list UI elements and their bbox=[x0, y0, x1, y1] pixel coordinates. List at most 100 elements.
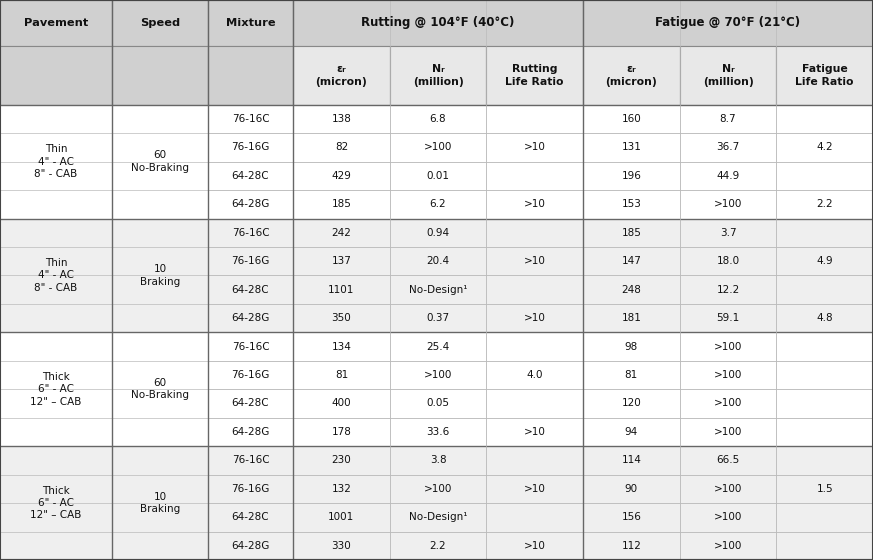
Bar bbox=[0, 446, 113, 560]
Text: 76-16C: 76-16C bbox=[231, 342, 269, 352]
Bar bbox=[208, 218, 293, 247]
Text: 76-16G: 76-16G bbox=[231, 370, 270, 380]
Text: Mixture: Mixture bbox=[225, 18, 275, 28]
Bar bbox=[776, 162, 873, 190]
Bar bbox=[389, 190, 486, 218]
Bar bbox=[680, 361, 776, 389]
Bar bbox=[389, 105, 486, 133]
Bar bbox=[293, 446, 389, 475]
Text: 350: 350 bbox=[332, 313, 351, 323]
Text: 132: 132 bbox=[332, 484, 351, 494]
Bar bbox=[389, 46, 486, 105]
Text: 66.5: 66.5 bbox=[717, 455, 739, 465]
Bar bbox=[208, 503, 293, 531]
Bar bbox=[389, 276, 486, 304]
Text: 400: 400 bbox=[332, 399, 351, 408]
Bar bbox=[389, 361, 486, 389]
Text: No-Design¹: No-Design¹ bbox=[409, 512, 467, 522]
Bar bbox=[389, 247, 486, 276]
Text: >100: >100 bbox=[424, 370, 452, 380]
Text: Thin
4" - AC
8" - CAB: Thin 4" - AC 8" - CAB bbox=[35, 258, 78, 293]
Bar bbox=[776, 247, 873, 276]
Bar bbox=[486, 46, 583, 105]
Text: 4.9: 4.9 bbox=[816, 256, 833, 266]
Bar bbox=[680, 418, 776, 446]
Text: 242: 242 bbox=[332, 228, 351, 238]
Text: εᵣ
(micron): εᵣ (micron) bbox=[315, 64, 368, 87]
Bar bbox=[486, 105, 583, 133]
Bar bbox=[776, 276, 873, 304]
Bar bbox=[208, 333, 293, 361]
Text: 60
No-Braking: 60 No-Braking bbox=[131, 151, 189, 173]
Text: 81: 81 bbox=[625, 370, 638, 380]
Bar bbox=[293, 105, 389, 133]
Bar bbox=[583, 218, 680, 247]
Bar bbox=[293, 361, 389, 389]
Bar bbox=[583, 304, 680, 333]
Text: 60
No-Braking: 60 No-Braking bbox=[131, 378, 189, 400]
Text: 120: 120 bbox=[622, 399, 642, 408]
Text: 76-16G: 76-16G bbox=[231, 256, 270, 266]
Bar bbox=[776, 46, 873, 105]
Text: No-Design¹: No-Design¹ bbox=[409, 284, 467, 295]
Bar bbox=[680, 105, 776, 133]
Bar bbox=[389, 133, 486, 162]
Bar bbox=[486, 446, 583, 475]
Text: 178: 178 bbox=[332, 427, 351, 437]
Text: 76-16C: 76-16C bbox=[231, 114, 269, 124]
Bar bbox=[776, 361, 873, 389]
Bar bbox=[113, 218, 208, 333]
Bar bbox=[293, 162, 389, 190]
Text: Nᵣ
(million): Nᵣ (million) bbox=[413, 64, 464, 87]
Text: >100: >100 bbox=[714, 512, 742, 522]
Text: 6.2: 6.2 bbox=[430, 199, 446, 209]
Text: 81: 81 bbox=[334, 370, 348, 380]
Bar bbox=[680, 162, 776, 190]
Text: Nᵣ
(million): Nᵣ (million) bbox=[703, 64, 753, 87]
Text: 1.5: 1.5 bbox=[816, 484, 833, 494]
Text: 76-16G: 76-16G bbox=[231, 142, 270, 152]
Bar bbox=[486, 418, 583, 446]
Bar bbox=[776, 133, 873, 162]
Text: 4.8: 4.8 bbox=[816, 313, 833, 323]
Text: 0.01: 0.01 bbox=[427, 171, 450, 181]
Text: Thick
6" - AC
12" – CAB: Thick 6" - AC 12" – CAB bbox=[31, 372, 82, 407]
Bar bbox=[583, 247, 680, 276]
Text: 90: 90 bbox=[625, 484, 638, 494]
Text: 64-28C: 64-28C bbox=[231, 171, 269, 181]
Text: >100: >100 bbox=[714, 199, 742, 209]
Text: >100: >100 bbox=[714, 370, 742, 380]
Text: Rutting @ 104°F (40°C): Rutting @ 104°F (40°C) bbox=[361, 16, 515, 30]
Text: >10: >10 bbox=[524, 484, 546, 494]
Bar bbox=[583, 361, 680, 389]
Text: >10: >10 bbox=[524, 541, 546, 551]
Text: 64-28C: 64-28C bbox=[231, 399, 269, 408]
Bar bbox=[389, 446, 486, 475]
Text: 248: 248 bbox=[622, 284, 642, 295]
Bar bbox=[208, 304, 293, 333]
Text: 20.4: 20.4 bbox=[427, 256, 450, 266]
Bar bbox=[583, 333, 680, 361]
Text: 196: 196 bbox=[622, 171, 642, 181]
Text: 1101: 1101 bbox=[328, 284, 354, 295]
Bar bbox=[486, 333, 583, 361]
Bar bbox=[486, 304, 583, 333]
Text: 114: 114 bbox=[622, 455, 642, 465]
Bar bbox=[0, 333, 113, 446]
Bar bbox=[486, 276, 583, 304]
Bar bbox=[0, 218, 113, 333]
Text: 0.94: 0.94 bbox=[427, 228, 450, 238]
Bar bbox=[486, 218, 583, 247]
Text: 147: 147 bbox=[622, 256, 642, 266]
Text: 0.05: 0.05 bbox=[427, 399, 450, 408]
Bar bbox=[0, 0, 113, 46]
Bar bbox=[0, 46, 113, 105]
Bar bbox=[208, 276, 293, 304]
Bar bbox=[776, 446, 873, 475]
Text: Rutting
Life Ratio: Rutting Life Ratio bbox=[505, 64, 564, 87]
Text: 138: 138 bbox=[332, 114, 351, 124]
Bar bbox=[208, 247, 293, 276]
Text: 0.37: 0.37 bbox=[427, 313, 450, 323]
Bar bbox=[583, 503, 680, 531]
Text: >100: >100 bbox=[714, 541, 742, 551]
